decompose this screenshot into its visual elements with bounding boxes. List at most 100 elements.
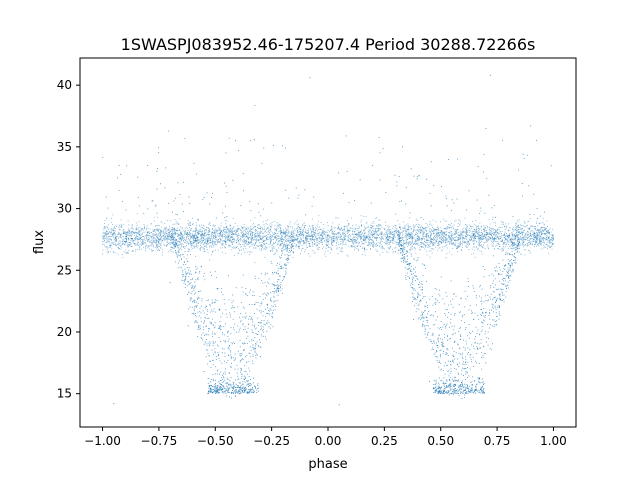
data-point xyxy=(308,245,310,247)
data-point xyxy=(538,236,540,238)
data-point xyxy=(344,229,346,231)
data-point xyxy=(209,240,211,242)
data-point xyxy=(114,234,116,236)
data-point xyxy=(317,244,318,246)
data-point xyxy=(546,244,548,246)
data-point xyxy=(171,234,173,236)
data-point xyxy=(407,226,409,227)
data-point xyxy=(225,241,227,242)
data-point xyxy=(301,248,303,249)
data-point xyxy=(153,235,155,236)
data-point xyxy=(492,217,494,219)
data-point xyxy=(416,235,418,237)
data-point xyxy=(194,234,195,236)
data-point xyxy=(321,234,323,235)
data-point xyxy=(121,225,123,227)
data-point xyxy=(404,225,406,227)
data-point xyxy=(387,237,389,239)
data-point xyxy=(212,251,213,253)
data-point xyxy=(429,224,431,225)
data-point xyxy=(143,232,145,233)
data-point xyxy=(406,235,408,237)
data-point xyxy=(141,228,142,230)
data-point xyxy=(425,229,426,231)
data-point xyxy=(217,249,219,251)
data-point xyxy=(461,237,463,239)
data-point xyxy=(411,236,413,238)
data-point xyxy=(452,248,454,249)
data-point xyxy=(507,239,508,241)
data-point xyxy=(498,248,499,250)
data-point xyxy=(111,230,112,232)
data-point xyxy=(128,231,130,233)
data-point xyxy=(358,235,360,237)
data-point xyxy=(351,240,353,242)
data-point xyxy=(216,229,218,231)
data-point xyxy=(365,215,367,217)
data-point xyxy=(550,245,552,247)
data-point xyxy=(417,230,419,231)
data-point xyxy=(386,239,388,241)
data-point xyxy=(261,249,262,251)
data-point xyxy=(111,232,112,233)
data-point xyxy=(176,235,178,237)
data-point xyxy=(158,241,159,243)
data-point xyxy=(215,239,217,240)
data-point xyxy=(276,229,277,231)
data-point xyxy=(224,240,225,242)
data-point xyxy=(389,236,390,238)
data-point xyxy=(181,239,183,241)
data-point xyxy=(480,235,482,237)
data-point xyxy=(313,232,315,234)
data-point xyxy=(457,240,459,242)
data-point xyxy=(537,238,539,240)
data-point xyxy=(525,239,527,241)
data-point xyxy=(303,243,305,245)
data-point xyxy=(459,235,461,237)
data-point xyxy=(543,246,545,248)
data-point xyxy=(353,246,355,248)
data-point xyxy=(167,241,168,243)
data-point xyxy=(143,239,145,240)
data-point xyxy=(506,225,508,227)
data-point xyxy=(103,239,105,241)
data-point xyxy=(281,235,283,237)
data-point xyxy=(423,219,425,220)
data-point xyxy=(107,247,109,249)
data-point xyxy=(328,235,330,237)
data-point xyxy=(268,236,270,238)
data-point xyxy=(374,230,376,231)
data-point xyxy=(184,227,186,229)
data-point xyxy=(515,232,517,234)
data-point xyxy=(193,235,194,237)
data-point xyxy=(447,241,449,243)
data-point xyxy=(348,224,350,225)
data-point xyxy=(511,241,513,243)
data-point xyxy=(165,237,167,239)
data-point xyxy=(159,243,161,245)
data-point xyxy=(193,240,195,242)
data-point xyxy=(420,245,422,247)
data-point xyxy=(137,242,139,244)
data-point xyxy=(216,240,218,242)
data-point xyxy=(347,231,349,233)
data-point xyxy=(147,231,149,233)
data-point xyxy=(136,234,137,236)
data-point xyxy=(130,232,132,233)
data-point xyxy=(186,245,188,246)
data-point xyxy=(204,242,205,244)
data-point xyxy=(113,229,115,231)
data-point xyxy=(411,246,413,248)
data-point xyxy=(310,232,312,233)
data-point xyxy=(244,234,246,235)
data-point xyxy=(355,236,357,238)
data-point xyxy=(536,241,538,243)
data-point xyxy=(497,237,499,239)
data-point xyxy=(494,225,496,226)
data-point xyxy=(225,226,227,228)
data-point xyxy=(475,228,477,230)
data-point xyxy=(358,243,360,244)
data-point xyxy=(106,249,108,251)
data-point xyxy=(523,242,525,243)
data-point xyxy=(312,242,314,244)
